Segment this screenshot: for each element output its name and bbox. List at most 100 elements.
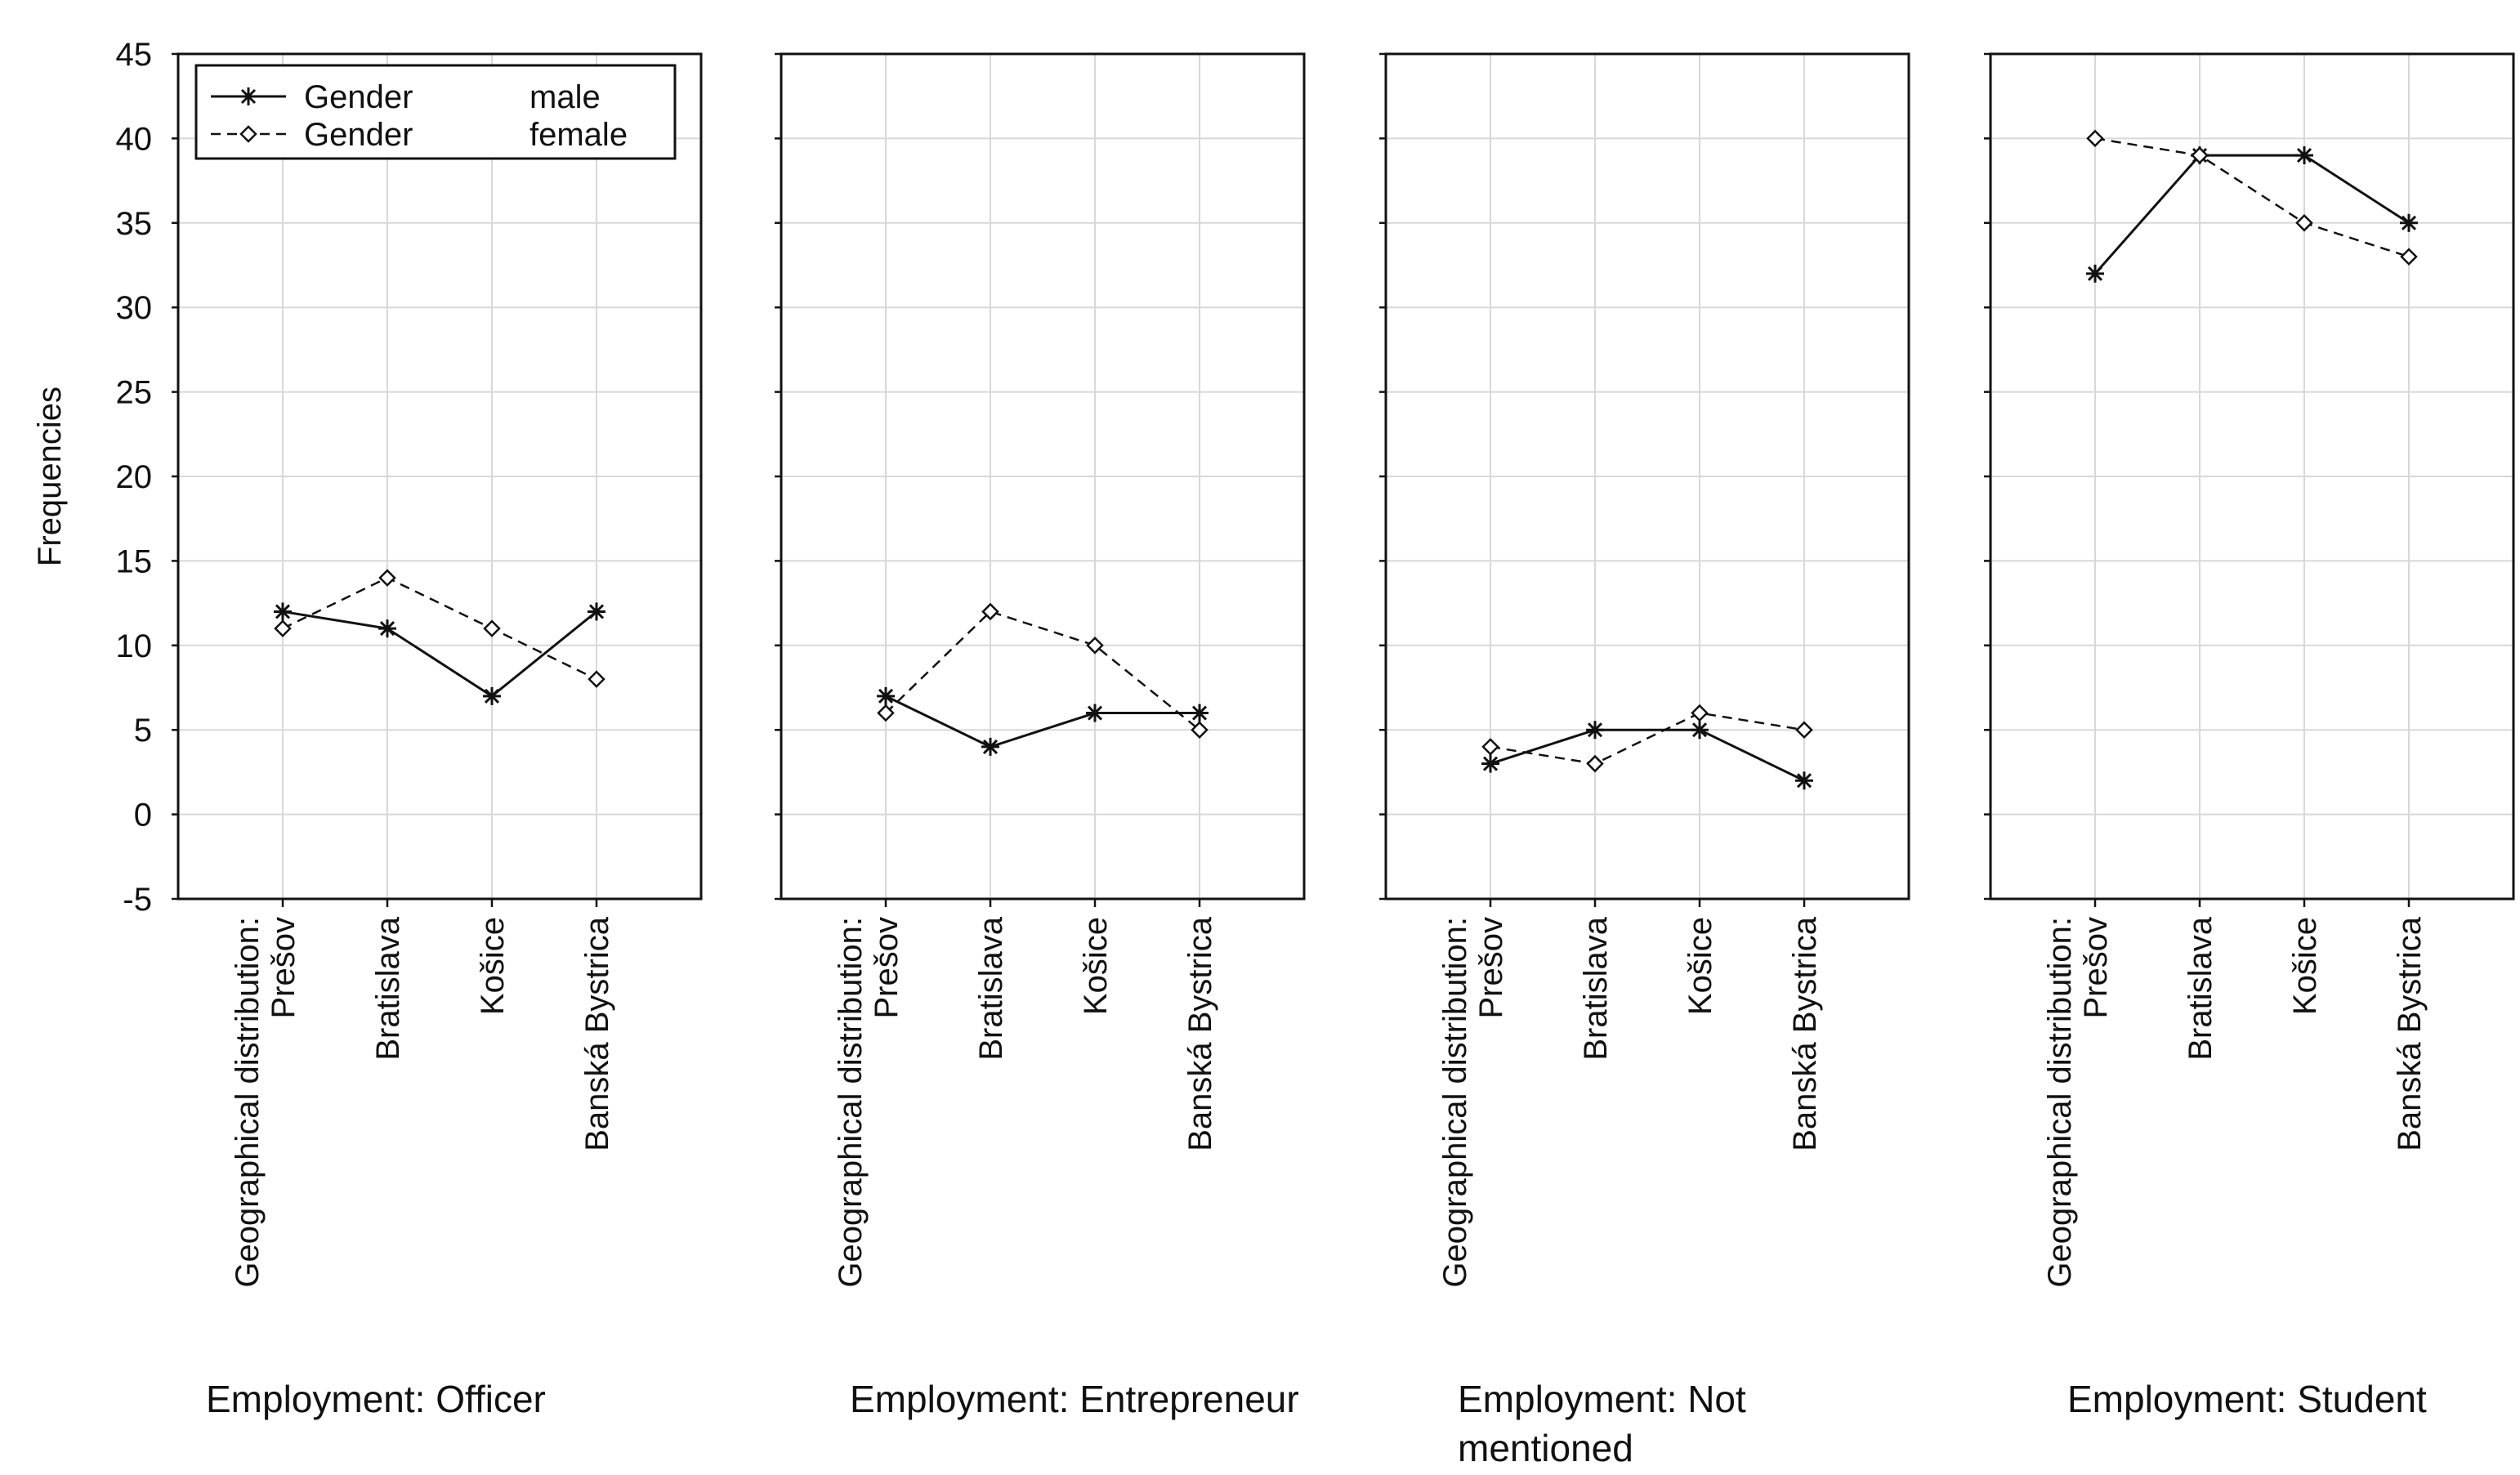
- panel-caption: mentioned: [1458, 1427, 1633, 1469]
- y-axis-title: Frequencies: [32, 387, 68, 566]
- x-axis-prefix-label: Geographical distribution:: [2042, 917, 2078, 1288]
- legend-label: Gender: [304, 79, 413, 115]
- male-marker-stroke: [982, 739, 999, 754]
- male-marker-stroke: [1482, 756, 1499, 771]
- series-line-female: [2094, 137, 2410, 258]
- y-tick-label: 45: [116, 37, 153, 73]
- x-tick-label: Bratislava: [370, 916, 406, 1060]
- series-line-male: [2093, 154, 2410, 275]
- y-tick-label: 30: [116, 290, 153, 326]
- male-marker: [2086, 264, 2104, 283]
- female-marker: [378, 569, 396, 587]
- female-marker: [588, 670, 605, 688]
- female-marker: [2191, 146, 2209, 164]
- male-marker: [2295, 146, 2313, 165]
- x-tick-label: Prešov: [2078, 917, 2114, 1019]
- female-marker: [483, 619, 501, 637]
- male-marker-stroke: [484, 688, 500, 704]
- x-tick-label: Košice: [2287, 917, 2323, 1015]
- male-marker-stroke: [240, 88, 257, 105]
- female-marker: [877, 704, 895, 722]
- x-tick-label: Bratislava: [2183, 916, 2218, 1060]
- male-marker-stroke: [1587, 722, 1603, 738]
- male-marker: [483, 686, 501, 705]
- x-axis-prefix-label: Geographical distribution:: [230, 917, 266, 1288]
- plot-frame: [780, 52, 1306, 901]
- y-tick-label: 15: [116, 543, 153, 579]
- female-marker: [1191, 721, 1209, 739]
- y-tick-label: 5: [134, 713, 152, 749]
- male-marker-stroke: [588, 604, 605, 619]
- x-tick-label: Košice: [1682, 917, 1718, 1015]
- male-marker: [1191, 704, 1209, 722]
- female-marker: [274, 619, 292, 637]
- male-marker: [1086, 704, 1104, 722]
- y-tick-label: 35: [116, 206, 153, 242]
- x-tick-label: Prešov: [869, 917, 905, 1019]
- y-tick-label: 20: [116, 459, 153, 495]
- x-tick-label: Košice: [475, 917, 511, 1015]
- x-axis-prefix-label: Geographical distribution:: [1437, 917, 1473, 1288]
- male-marker: [274, 602, 292, 621]
- male-marker: [378, 619, 396, 638]
- plot-frame: [1989, 52, 2515, 901]
- male-marker: [981, 737, 999, 756]
- y-tick-label: 0: [134, 798, 152, 834]
- panel-caption: Employment: Not: [1458, 1378, 1746, 1420]
- male-marker-stroke: [1191, 705, 1208, 721]
- male-marker: [1691, 721, 1709, 740]
- legend: Gender male Gender female: [194, 64, 677, 160]
- x-axis-prefix-label: Geographical distribution:: [833, 917, 869, 1288]
- x-tick-label: Prešov: [266, 917, 302, 1019]
- male-marker-stroke: [275, 604, 291, 619]
- legend-label: Gender: [304, 117, 413, 153]
- panel-2: Prešov Bratislava Košice Banská Bystrica Geo…: [775, 52, 1306, 1420]
- x-tick-label: Banská Bystrica: [579, 916, 615, 1151]
- panel-caption: Employment: Officer: [206, 1378, 546, 1420]
- female-marker: [1691, 704, 1709, 722]
- male-marker: [877, 686, 895, 705]
- series-line-female: [885, 610, 1200, 731]
- panel-4: Prešov Bratislava Košice Banská Bystrica Geo…: [1984, 52, 2515, 1420]
- panel-caption: Employment: Student: [2067, 1378, 2427, 1420]
- y-tick-label: 25: [116, 375, 153, 411]
- male-marker-stroke: [2401, 215, 2417, 230]
- female-marker: [2295, 214, 2313, 232]
- male-marker-stroke: [1087, 705, 1103, 721]
- male-marker-stroke: [379, 621, 395, 637]
- male-marker: [1481, 754, 1499, 773]
- x-tick-label: Banská Bystrica: [2392, 916, 2428, 1151]
- female-marker: [2086, 129, 2104, 148]
- y-tick-label: 10: [116, 628, 153, 664]
- male-marker-stroke: [2296, 148, 2312, 163]
- male-marker: [588, 602, 605, 621]
- female-marker: [2400, 248, 2418, 266]
- legend-value: female: [529, 117, 628, 153]
- panel-caption: Employment: Entrepreneur: [850, 1378, 1299, 1420]
- plot-frame: [1384, 52, 1910, 901]
- y-tick-label: -5: [123, 882, 152, 918]
- x-tick-label: Košice: [1078, 917, 1114, 1015]
- male-marker: [239, 87, 257, 105]
- female-marker: [1795, 721, 1813, 739]
- female-marker: [981, 602, 999, 621]
- male-marker: [1795, 771, 1813, 790]
- male-marker-stroke: [2087, 266, 2103, 281]
- male-marker-stroke: [1691, 722, 1708, 738]
- male-marker: [1586, 721, 1604, 740]
- female-marker: [1086, 637, 1104, 655]
- legend-value: male: [529, 79, 601, 115]
- panel-1: Prešov Bratislava Košice Banská Bystrica Geo…: [172, 52, 703, 1420]
- male-marker-stroke: [878, 688, 894, 704]
- series-line-male: [282, 610, 597, 698]
- x-tick-label: Bratislava: [973, 916, 1009, 1060]
- x-tick-label: Banská Bystrica: [1787, 916, 1823, 1151]
- series-line-female: [282, 576, 597, 681]
- series-line-male: [1490, 728, 1805, 782]
- male-marker-stroke: [1796, 773, 1812, 789]
- series-line-male: [885, 695, 1200, 749]
- male-marker: [2400, 213, 2418, 232]
- y-tick-label: 40: [116, 121, 153, 157]
- plot-frame: [176, 52, 703, 901]
